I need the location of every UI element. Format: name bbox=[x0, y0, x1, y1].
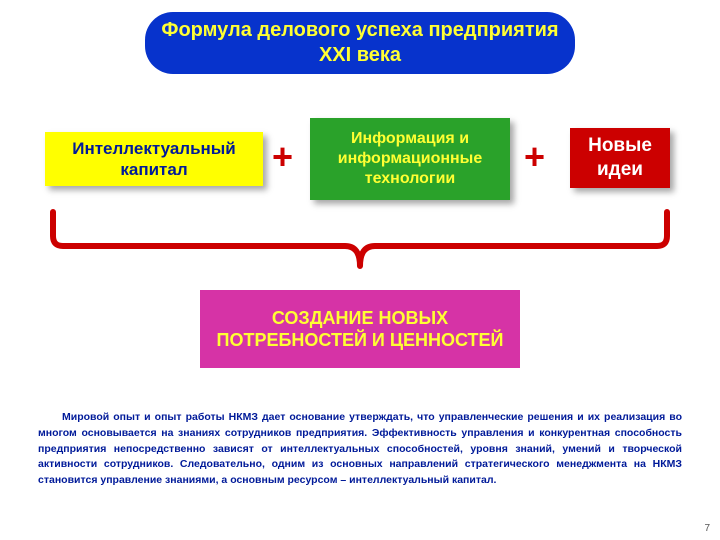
plus-2: + bbox=[524, 136, 545, 178]
box-information-tech: Информация и информационные технологии bbox=[310, 118, 510, 200]
box-new-ideas: Новые идеи bbox=[570, 128, 670, 188]
body-paragraph: Мировой опыт и опыт работы НКМЗ дает осн… bbox=[38, 410, 682, 489]
page-number: 7 bbox=[704, 523, 710, 534]
formula-row: Интеллектуальный капитал + Информация и … bbox=[0, 118, 720, 208]
title-banner: Формула делового успеха предприятия XXI … bbox=[145, 12, 575, 74]
plus-1: + bbox=[272, 136, 293, 178]
box-intellectual-capital: Интеллектуальный капитал bbox=[45, 132, 263, 186]
grouping-bracket bbox=[45, 208, 675, 278]
bracket-path bbox=[53, 212, 667, 266]
result-box: СОЗДАНИЕ НОВЫХ ПОТРЕБНОСТЕЙ И ЦЕННОСТЕЙ bbox=[200, 290, 520, 368]
